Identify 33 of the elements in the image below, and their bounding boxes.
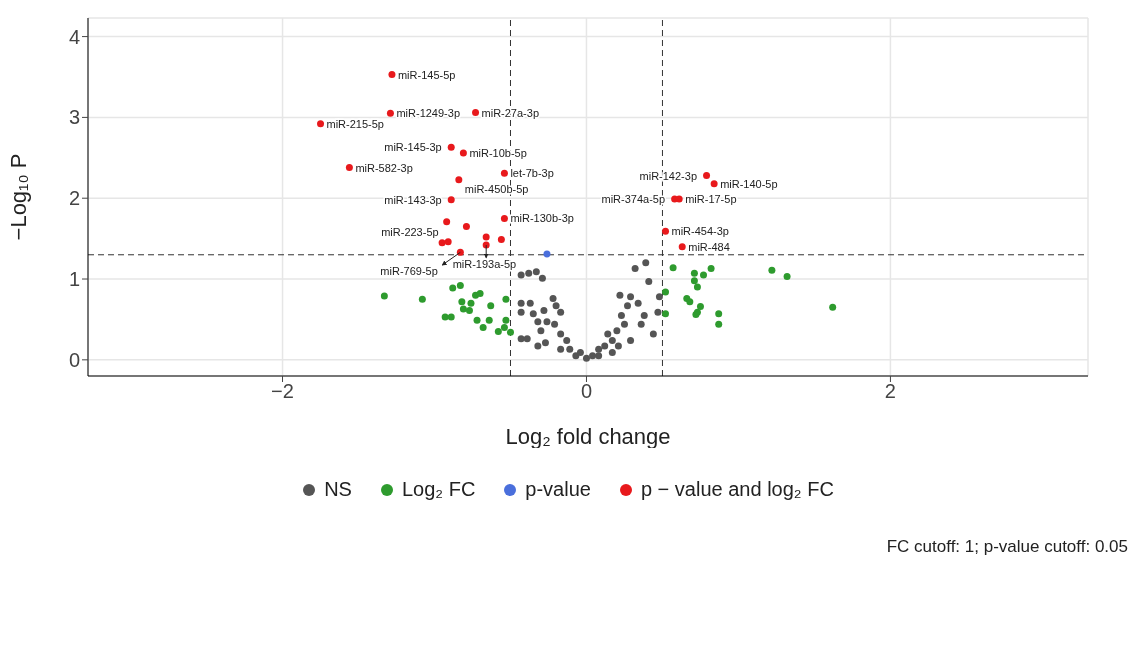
legend-label: p − value and log₂ FC: [640, 478, 834, 501]
y-tick-label: 2: [68, 187, 80, 210]
annotation: miR-17-5p: [685, 193, 737, 206]
y-tick-label: 0: [68, 348, 80, 371]
x-tick-label: 2: [884, 380, 896, 403]
annotation: miR-223-5p: [381, 226, 439, 239]
annotation: miR-140-5p: [720, 177, 778, 190]
annotation: miR-215-5p: [326, 117, 384, 130]
annotation: miR-145-3p: [384, 141, 442, 154]
annotation: miR-484: [688, 240, 730, 253]
y-tick-label: 1: [68, 268, 80, 291]
annotation: let-7b-3p: [510, 167, 554, 180]
y-axis-title: −Log₁₀ P: [5, 153, 31, 241]
annotation: miR-450b-5p: [464, 183, 529, 196]
legend-label: NS: [324, 478, 352, 501]
y-tick-label: 3: [68, 106, 80, 129]
annotation: miR-142-3p: [639, 169, 698, 182]
legend-label: p-value: [525, 478, 591, 501]
legend-label: Log₂ FC: [401, 478, 476, 501]
annotation: miR-374a-5p: [601, 193, 666, 206]
x-axis-title: Log₂ fold change: [505, 424, 671, 449]
annotation: miR-582-3p: [355, 161, 413, 174]
annotation: miR-193a-5p: [452, 257, 517, 270]
annotation: miR-145-5p: [397, 68, 456, 81]
annotation: miR-769-5p: [380, 264, 438, 277]
text: FC cutoff: 1; p-value cutoff: 0.05: [885, 537, 1128, 557]
x-tick-label: 0: [580, 380, 593, 403]
annotation: miR-143-3p: [384, 193, 442, 206]
x-tick-label: −2: [271, 380, 294, 403]
annotation: miR-1249-3p: [396, 107, 461, 120]
annotation: miR-130b-3p: [510, 212, 575, 225]
y-tick-label: 4: [68, 25, 80, 48]
annotation: miR-454-3p: [671, 225, 729, 238]
